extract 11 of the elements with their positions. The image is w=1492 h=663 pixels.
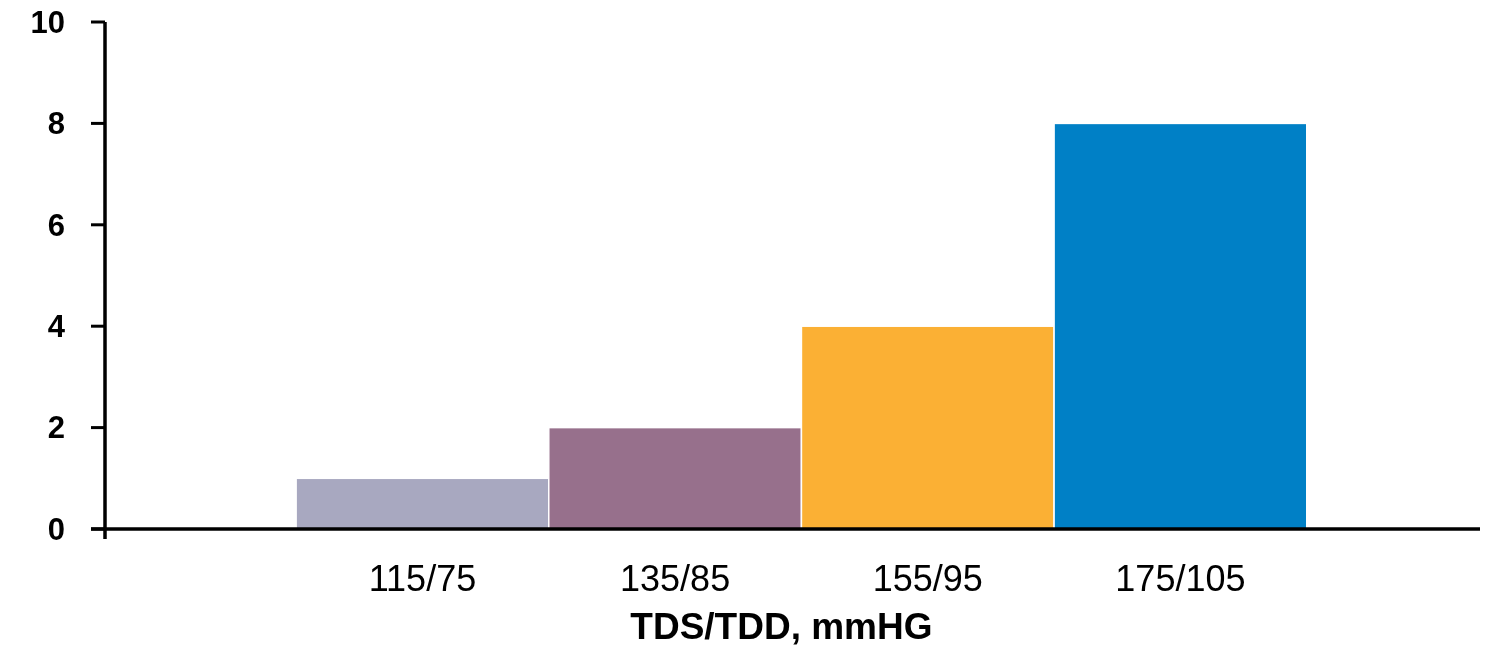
- y-tick-label: 6: [47, 207, 65, 243]
- x-tick-label: 135/85: [620, 558, 731, 599]
- y-tick-label: 0: [47, 511, 65, 547]
- y-tick-label: 8: [47, 106, 65, 142]
- x-tick-label: 155/95: [872, 558, 983, 599]
- y-tick-label: 10: [30, 4, 65, 40]
- y-tick-label: 4: [47, 309, 66, 345]
- y-tick-label: 2: [47, 410, 65, 446]
- x-tick-label: 115/75: [368, 558, 477, 599]
- x-tick-label: 175/105: [1115, 558, 1246, 599]
- x-axis-title: TDS/TDD, mmHG: [630, 606, 933, 647]
